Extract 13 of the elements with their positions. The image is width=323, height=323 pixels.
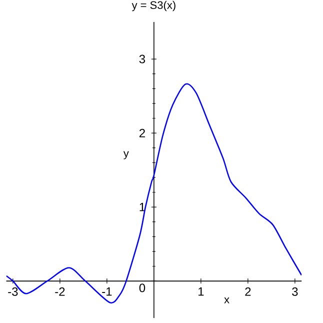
y-tick-label: 1 [140, 202, 145, 212]
chart-title: y = S3(x) [132, 0, 176, 12]
x-tick-label: 2 [245, 287, 251, 296]
x-tick-label: -2 [55, 287, 65, 296]
y-axis-title: y [123, 151, 129, 160]
y-tick-label: 0 [139, 284, 146, 292]
x-tick-label: -3 [8, 287, 18, 296]
x-axis-title: x [224, 297, 230, 304]
y-tick-label: 2 [139, 128, 145, 138]
y-tick-label: 3 [139, 54, 146, 64]
x-tick-label: 3 [292, 287, 298, 296]
x-tick-label: 1 [198, 287, 204, 296]
x-tick-label: -1 [102, 287, 112, 296]
